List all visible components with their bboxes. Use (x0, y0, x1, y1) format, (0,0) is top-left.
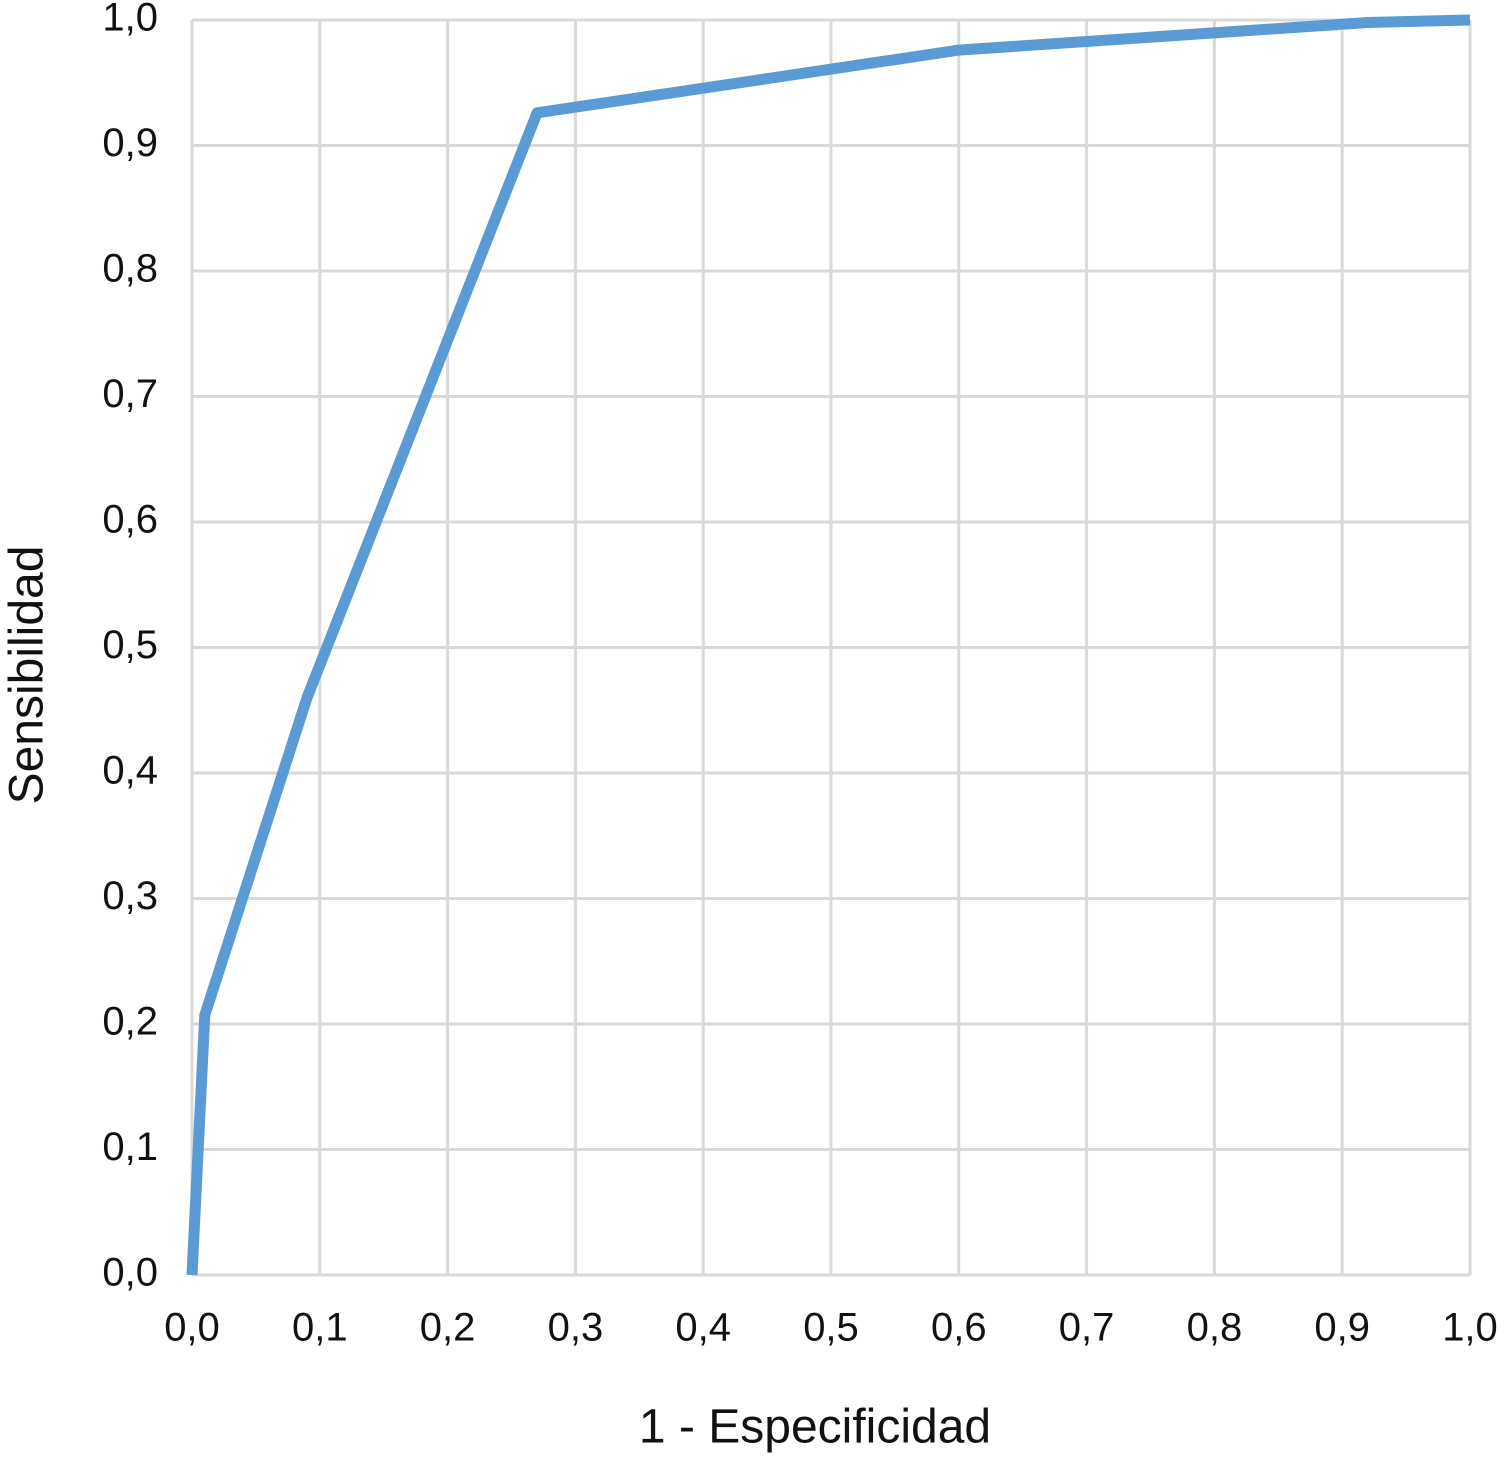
y-axis-title: Sensibilidad (1, 546, 54, 805)
x-tick-label: 1,0 (1442, 1306, 1498, 1350)
y-tick-label: 0,0 (102, 1251, 158, 1295)
x-tick-label: 0,1 (292, 1306, 348, 1350)
y-tick-label: 1,0 (102, 0, 158, 40)
x-tick-label: 0,7 (1059, 1306, 1115, 1350)
x-tick-label: 0,4 (675, 1306, 731, 1350)
y-tick-label: 0,2 (102, 1000, 158, 1044)
x-tick-label: 0,6 (931, 1306, 987, 1350)
x-tick-label: 0,0 (164, 1306, 220, 1350)
y-tick-label: 0,3 (102, 874, 158, 918)
x-tick-label: 0,3 (548, 1306, 604, 1350)
x-tick-label: 0,8 (1187, 1306, 1243, 1350)
y-tick-label: 0,1 (102, 1125, 158, 1169)
y-tick-label: 0,5 (102, 623, 158, 667)
y-tick-label: 0,6 (102, 498, 158, 542)
x-axis-title: 1 - Especificidad (639, 1401, 991, 1454)
x-tick-label: 0,9 (1314, 1306, 1370, 1350)
x-tick-label: 0,2 (420, 1306, 476, 1350)
y-tick-label: 0,7 (102, 372, 158, 416)
y-tick-label: 0,8 (102, 247, 158, 291)
x-tick-label: 0,5 (803, 1306, 859, 1350)
line-series (186, 14, 1471, 1276)
y-tick-label: 0,9 (102, 121, 158, 165)
y-tick-label: 0,4 (102, 749, 158, 793)
